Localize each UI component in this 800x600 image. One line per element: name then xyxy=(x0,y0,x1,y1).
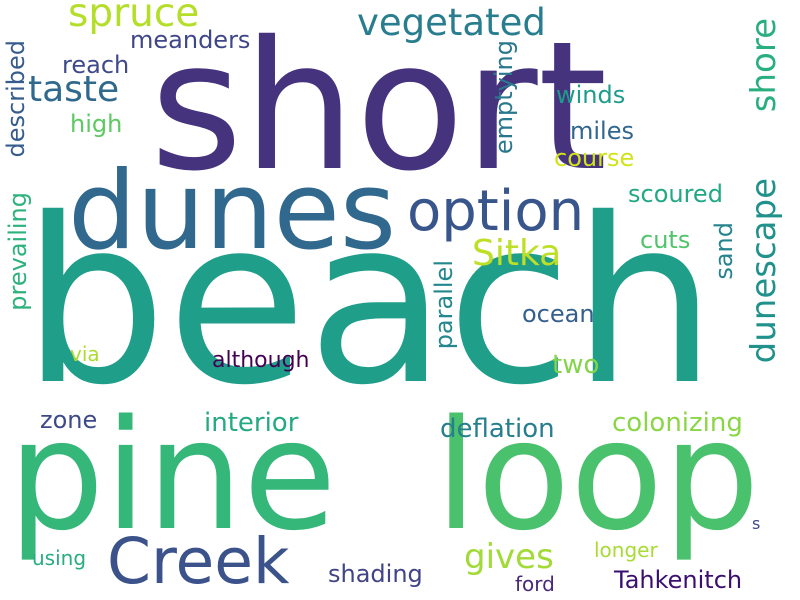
word-via: via xyxy=(70,342,100,366)
word-meanders: meanders xyxy=(130,26,251,54)
word-reach: reach xyxy=(62,51,130,79)
word-colonizing: colonizing xyxy=(612,408,743,438)
word-using: using xyxy=(32,546,87,570)
word-loop: loop xyxy=(435,387,760,564)
word-zone: zone xyxy=(40,406,98,434)
word-option: option xyxy=(407,179,585,244)
word-spruce: spruce xyxy=(68,0,200,36)
word-course: course xyxy=(554,144,635,172)
word-prevailing: prevailing xyxy=(4,192,32,311)
word-shore: shore xyxy=(744,18,784,113)
word-creek: Creek xyxy=(107,525,290,598)
word-described: described xyxy=(2,40,30,158)
word-gives: gives xyxy=(464,537,554,577)
word-tahkenitch: Tahkenitch xyxy=(614,566,743,594)
word-sitka: Sitka xyxy=(472,233,562,274)
word-pine: pine xyxy=(8,387,337,564)
word-dunescape: dunescape xyxy=(744,178,784,364)
word-beach: beach xyxy=(22,169,717,435)
word-ford: ford xyxy=(515,572,555,596)
word-high: high xyxy=(70,110,123,138)
word-parallel: parallel xyxy=(430,260,458,350)
word-winds: winds xyxy=(556,81,626,109)
word-scoured: scoured xyxy=(628,180,723,208)
word-although: although xyxy=(212,348,310,373)
word-shading: shading xyxy=(328,560,423,588)
word-vegetated: vegetated xyxy=(357,1,546,44)
word-s: s xyxy=(752,514,761,533)
word-sand: sand xyxy=(710,222,738,280)
word-cuts: cuts xyxy=(640,226,691,254)
word-emptying: emptying xyxy=(490,40,518,155)
word-longer: longer xyxy=(594,538,658,562)
word-interior: interior xyxy=(204,408,299,438)
word-ocean: ocean xyxy=(522,300,595,328)
word-taste v: taste xyxy=(28,69,120,110)
word-miles: miles xyxy=(570,117,634,145)
word-two: two xyxy=(552,350,600,380)
word-dunes: dunes xyxy=(68,149,397,274)
word-deflation: deflation xyxy=(440,414,555,444)
word-short: short xyxy=(150,3,608,210)
